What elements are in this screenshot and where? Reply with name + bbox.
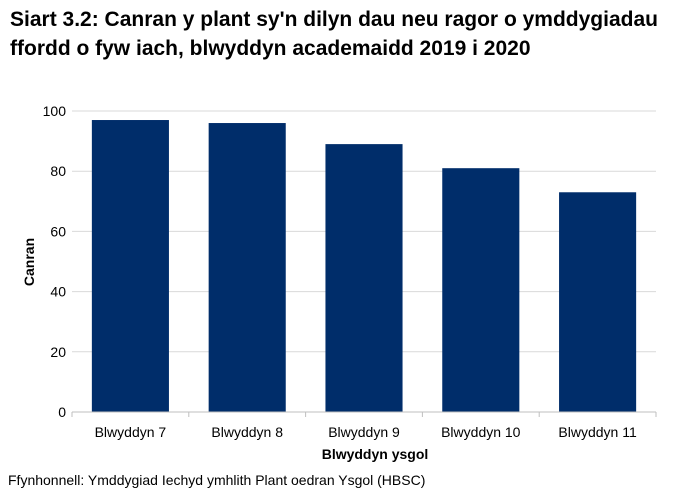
x-tick-label: Blwyddyn 11	[558, 424, 637, 440]
bars	[91, 120, 637, 413]
x-tick-label: Blwyddyn 8	[211, 424, 283, 440]
bar	[559, 192, 637, 412]
y-tick-label: 40	[50, 284, 66, 300]
x-tick-labels: Blwyddyn 7 Blwyddyn 8 Blwyddyn 9 Blwyddyn 1…	[95, 424, 637, 440]
y-tick-label: 100	[43, 103, 67, 119]
x-axis-title: Blwyddyn ysgol	[322, 446, 429, 462]
y-tick-label: 20	[50, 344, 66, 360]
axes	[71, 411, 657, 417]
y-axis-title: Canran	[21, 238, 37, 286]
source-note: Ffynhonnell: Ymddygiad Iechyd ymhlith Pl…	[8, 472, 426, 488]
bar	[442, 168, 520, 412]
bar	[208, 123, 286, 412]
x-tick-label: Blwyddyn 10	[441, 424, 521, 440]
x-tick-label: Blwyddyn 7	[95, 424, 167, 440]
y-tick-label: 60	[50, 223, 66, 239]
x-tick-label: Blwyddyn 9	[328, 424, 400, 440]
bar	[325, 144, 403, 413]
y-tick-labels: 0 20 40 60 80 100	[43, 103, 67, 420]
y-tick-label: 80	[50, 163, 66, 179]
chart-title: Siart 3.2: Canran y plant sy'n dilyn dau…	[10, 8, 658, 60]
bar	[91, 120, 169, 412]
y-tick-label: 0	[58, 404, 66, 420]
